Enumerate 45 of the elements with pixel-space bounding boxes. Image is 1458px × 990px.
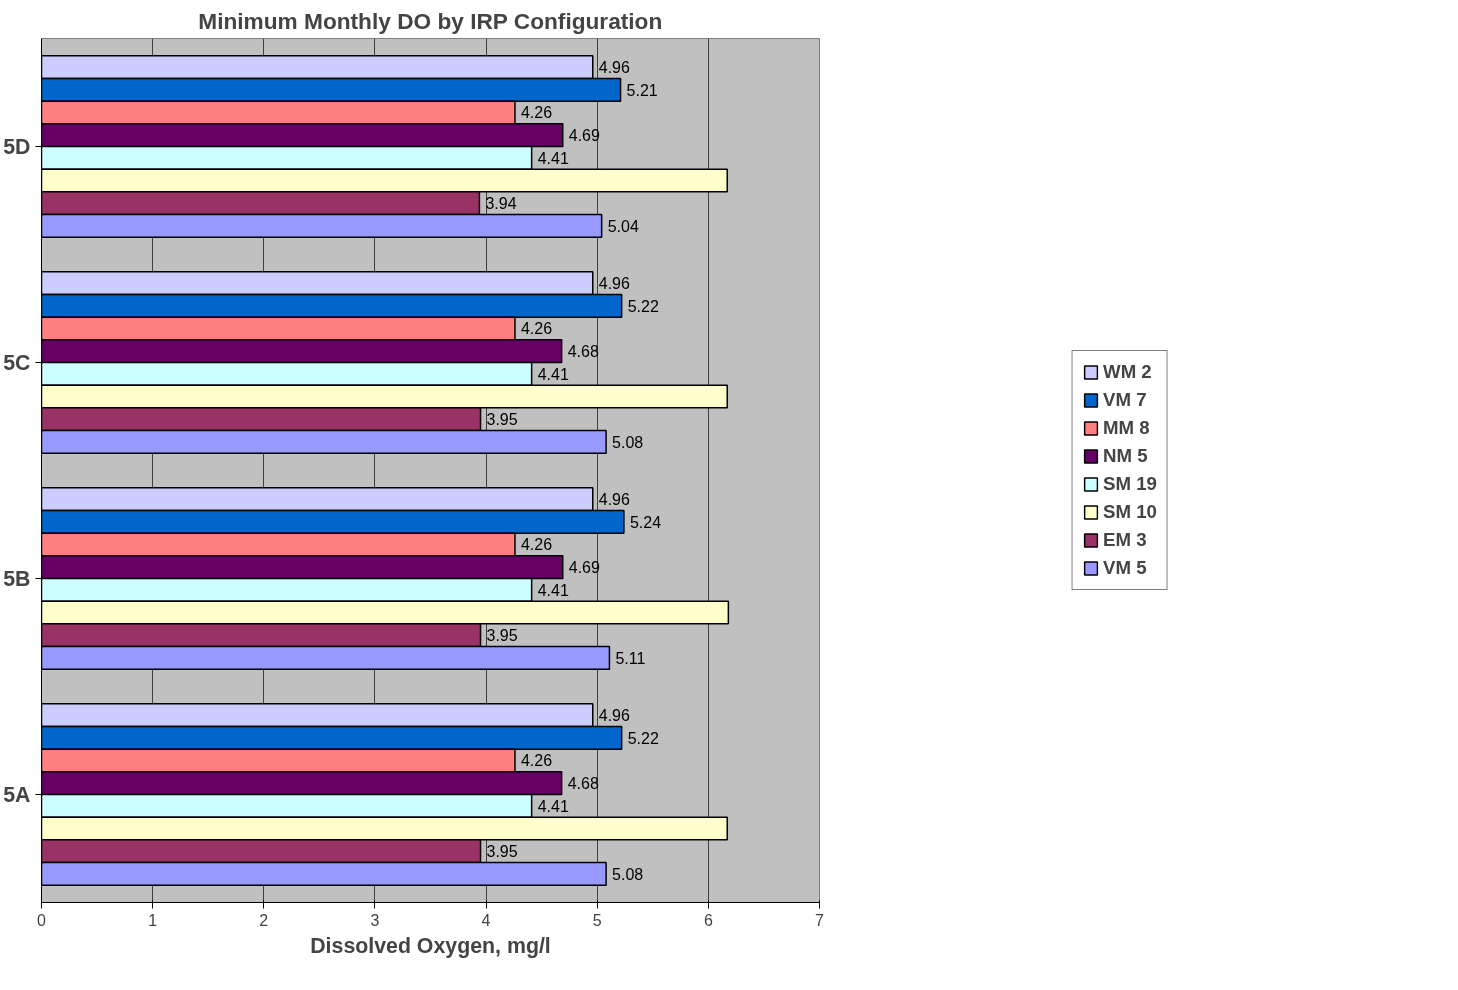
chart-title: Minimum Monthly DO by IRP Configuration [198,7,663,34]
data-label: 3.95 [486,843,518,861]
data-label: 4.26 [520,104,553,122]
x-tick-label: 6 [703,911,713,929]
x-tick-label: 1 [148,911,158,929]
legend-label: VM 5 [1103,557,1147,579]
y-tick-label: 5C [3,350,31,375]
x-axis-title: Dissolved Oxygen, mg/l [310,933,551,958]
legend-label: EM 3 [1103,529,1147,551]
legend-label: MM 8 [1103,417,1150,439]
x-tick-label: 4 [481,911,491,929]
data-label: 4.41 [537,365,569,383]
data-label: 5.22 [627,297,659,315]
x-tick-label: 2 [259,911,269,929]
data-label: 4.26 [520,320,553,338]
data-label: 3.95 [486,627,518,645]
data-label: 4.41 [537,797,569,815]
y-tick-label: 5A [3,782,31,807]
data-label: 4.26 [520,536,553,554]
x-tick-label: 7 [815,911,825,929]
data-label: 4.96 [598,275,631,293]
data-label: 5.21 [626,81,658,99]
data-label: 4.96 [598,707,631,725]
y-tick-label: 5B [3,566,31,591]
data-label: 5.22 [627,729,659,747]
data-label: 5.08 [612,865,644,883]
legend-label: SM 19 [1103,473,1157,495]
data-label: 4.96 [598,59,631,77]
data-label: 4.41 [537,149,569,167]
legend-label: VM 7 [1103,389,1147,411]
data-label: 4.96 [598,491,631,509]
x-tick-label: 0 [37,911,47,929]
data-label: 4.26 [520,752,553,770]
legend-label: NM 5 [1103,445,1148,467]
data-label: 5.08 [612,433,644,451]
data-label: 5.11 [615,649,646,667]
data-label: 4.41 [537,581,569,599]
x-tick-label: 5 [592,911,602,929]
data-label: 3.95 [486,411,518,429]
y-tick-label: 5D [3,134,31,159]
data-label: 5.04 [607,217,639,235]
data-label: 5.24 [629,513,662,531]
legend-label: SM 10 [1103,501,1157,523]
legend-label: WM 2 [1103,361,1152,383]
x-tick-label: 3 [370,911,380,929]
